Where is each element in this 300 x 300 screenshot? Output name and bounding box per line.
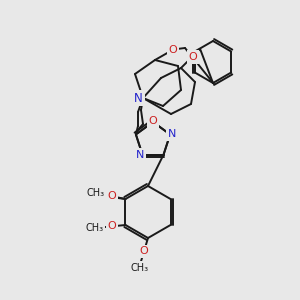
Text: N: N	[136, 150, 145, 160]
Text: CH₃: CH₃	[86, 188, 104, 198]
Text: O: O	[107, 221, 116, 231]
Text: N: N	[134, 92, 142, 104]
Text: O: O	[140, 246, 148, 256]
Text: O: O	[169, 45, 177, 55]
Text: CH₃: CH₃	[130, 263, 148, 273]
Text: O: O	[148, 116, 158, 126]
Text: O: O	[188, 52, 197, 62]
Text: N: N	[135, 93, 143, 103]
Text: O: O	[101, 191, 110, 201]
Text: O: O	[107, 191, 116, 201]
Text: N: N	[168, 129, 176, 140]
Text: CH₃: CH₃	[85, 188, 103, 198]
Text: CH₃: CH₃	[85, 223, 104, 233]
